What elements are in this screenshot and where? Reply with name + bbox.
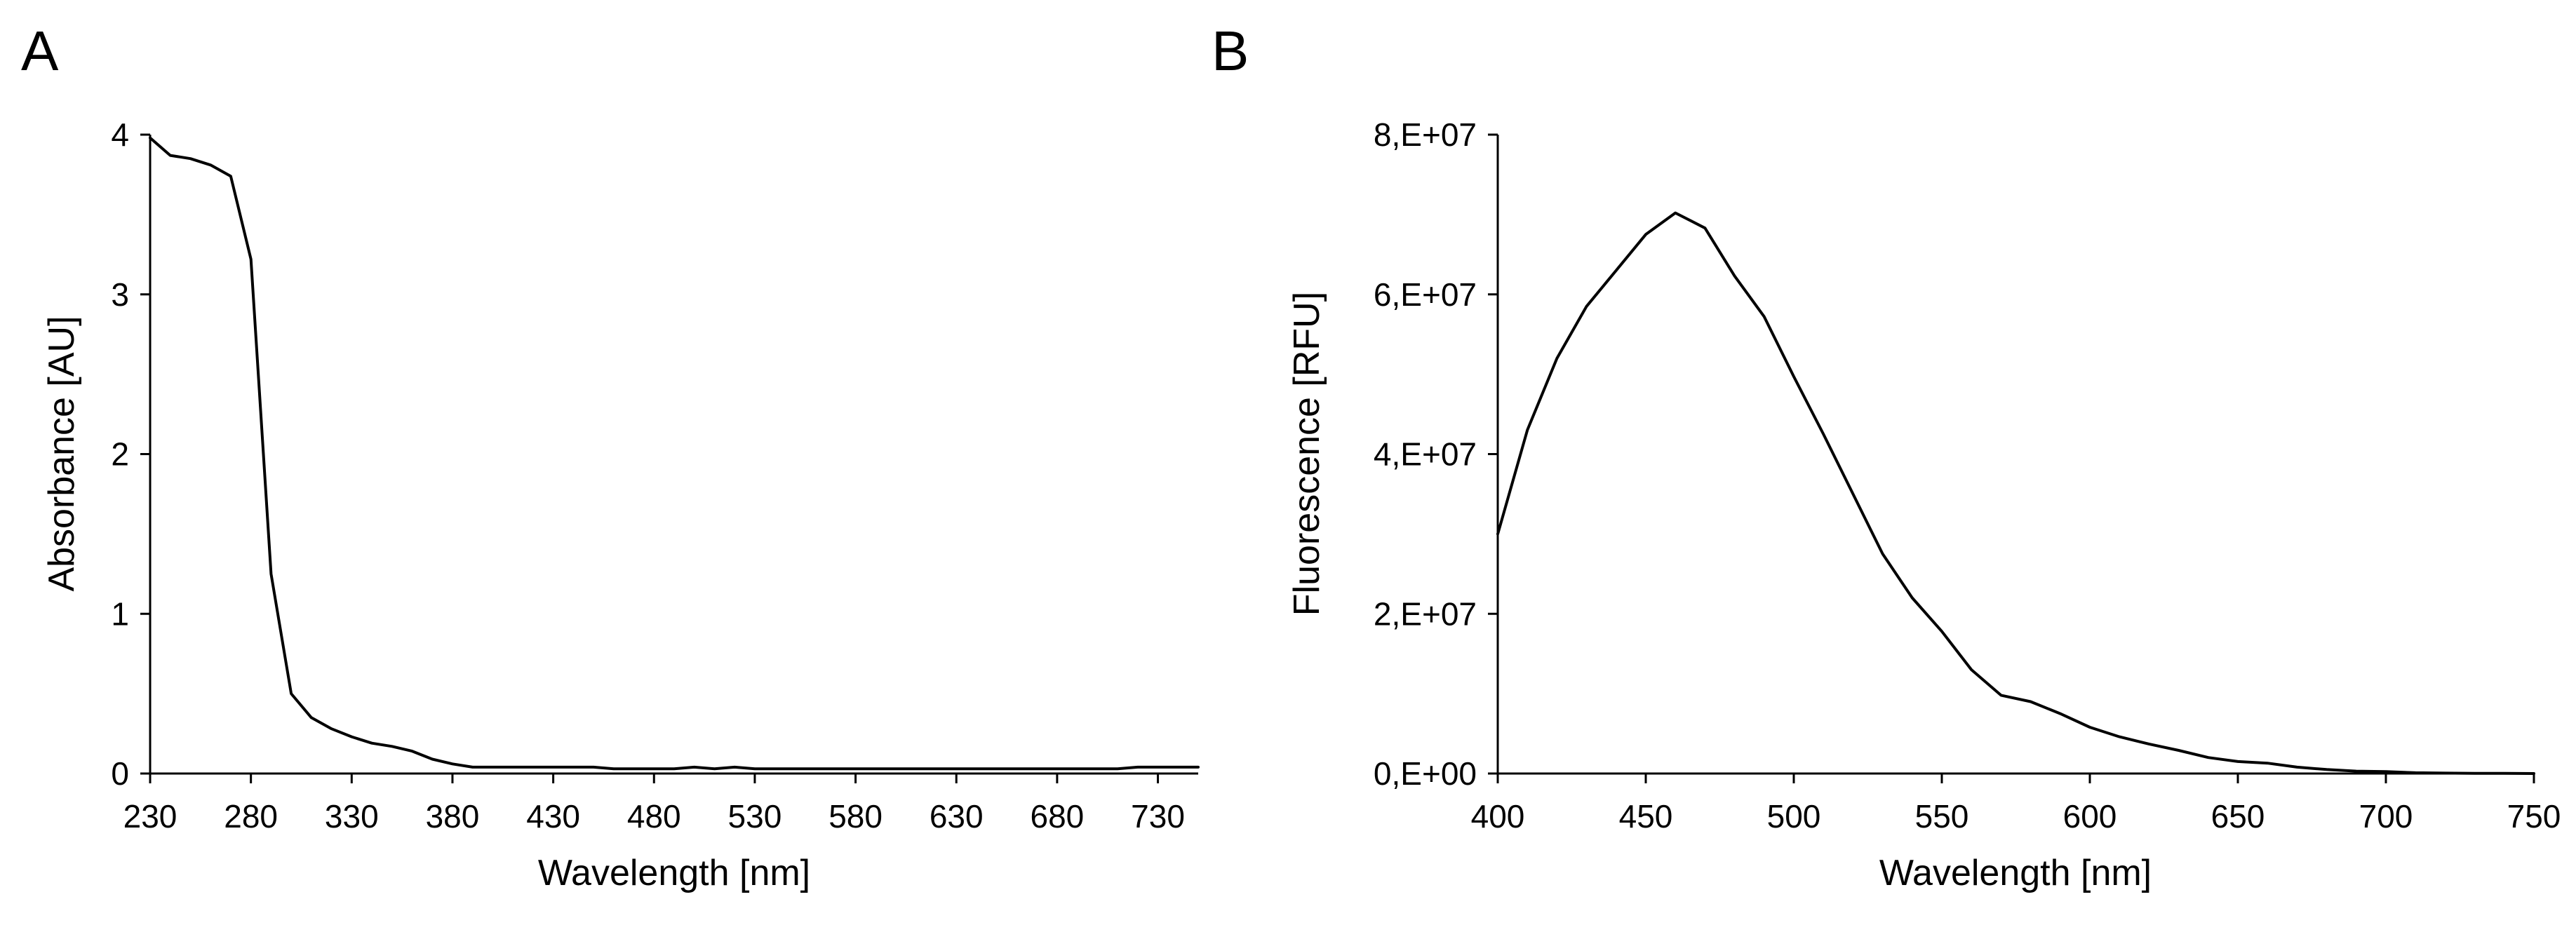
panel-b-x-tick-label: 600 <box>2063 798 2117 835</box>
panel-b-letter: B <box>1212 20 1249 82</box>
panel-a-x-tick-label: 280 <box>224 798 278 835</box>
panel-b-y-tick-label: 0,E+00 <box>1374 755 1477 792</box>
panel-a-x-tick-label: 230 <box>123 798 177 835</box>
panel-a-ticks: 0 1 2 3 4 230 280 330 380 430 480 530 580 630 680 730 <box>111 116 1185 835</box>
panel-b-y-tick-label: 8,E+07 <box>1374 116 1477 153</box>
panel-b-x-tick-label: 450 <box>1619 798 1673 835</box>
panel-b-x-tick-label: 700 <box>2359 798 2413 835</box>
panel-a-x-tick-label: 630 <box>930 798 984 835</box>
panel-a-x-tick-label: 430 <box>526 798 580 835</box>
panel-b-y-tick-label: 6,E+07 <box>1374 276 1477 313</box>
panel-b-x-axis-title: Wavelength [nm] <box>1879 853 2152 893</box>
panel-b-y-tick-label: 2,E+07 <box>1374 595 1477 632</box>
panel-a-y-tick-label: 0 <box>111 755 129 792</box>
panel-a-y-tick-label: 1 <box>111 595 129 632</box>
panel-a-absorbance-line <box>149 136 1200 771</box>
panel-a-y-tick-label: 3 <box>111 276 129 313</box>
panel-b-x-tick-label: 550 <box>1915 798 1969 835</box>
panel-a-x-tick-label: 580 <box>829 798 883 835</box>
panel-a-letter: A <box>21 20 59 82</box>
panel-b: B 0,E+00 2,E+07 4,E+07 6,E+07 8,E+07 400 450 50… <box>1212 20 2561 893</box>
panel-b-y-tick-label: 4,E+07 <box>1374 436 1477 473</box>
panel-a-x-axis-title: Wavelength [nm] <box>538 853 810 893</box>
panel-a-y-axis-title: Absorbance [AU] <box>41 316 82 591</box>
panel-b-y-axis-title: Fluorescence [RFU] <box>1287 292 1327 616</box>
panel-b-x-tick-label: 400 <box>1471 798 1525 835</box>
panel-a-y-tick-label: 4 <box>111 116 129 153</box>
panel-a-x-tick-label: 480 <box>627 798 681 835</box>
panel-a-x-tick-label: 680 <box>1031 798 1085 835</box>
panel-a-y-tick-label: 2 <box>111 436 129 473</box>
panel-a-x-tick-label: 330 <box>325 798 379 835</box>
panel-b-ticks: 0,E+00 2,E+07 4,E+07 6,E+07 8,E+07 400 450 500 5… <box>1374 116 2561 835</box>
panel-a: A 0 1 2 3 4 230 280 330 380 430 480 530 580 630 680 730… <box>21 20 1200 893</box>
panel-a-x-tick-label: 730 <box>1131 798 1185 835</box>
panel-b-fluorescence-line <box>1496 211 2535 775</box>
panel-b-x-tick-label: 500 <box>1767 798 1821 835</box>
panel-b-x-tick-label: 650 <box>2211 798 2265 835</box>
panel-a-x-tick-label: 530 <box>728 798 782 835</box>
panel-b-x-tick-label: 750 <box>2507 798 2561 835</box>
panel-a-x-tick-label: 380 <box>426 798 480 835</box>
